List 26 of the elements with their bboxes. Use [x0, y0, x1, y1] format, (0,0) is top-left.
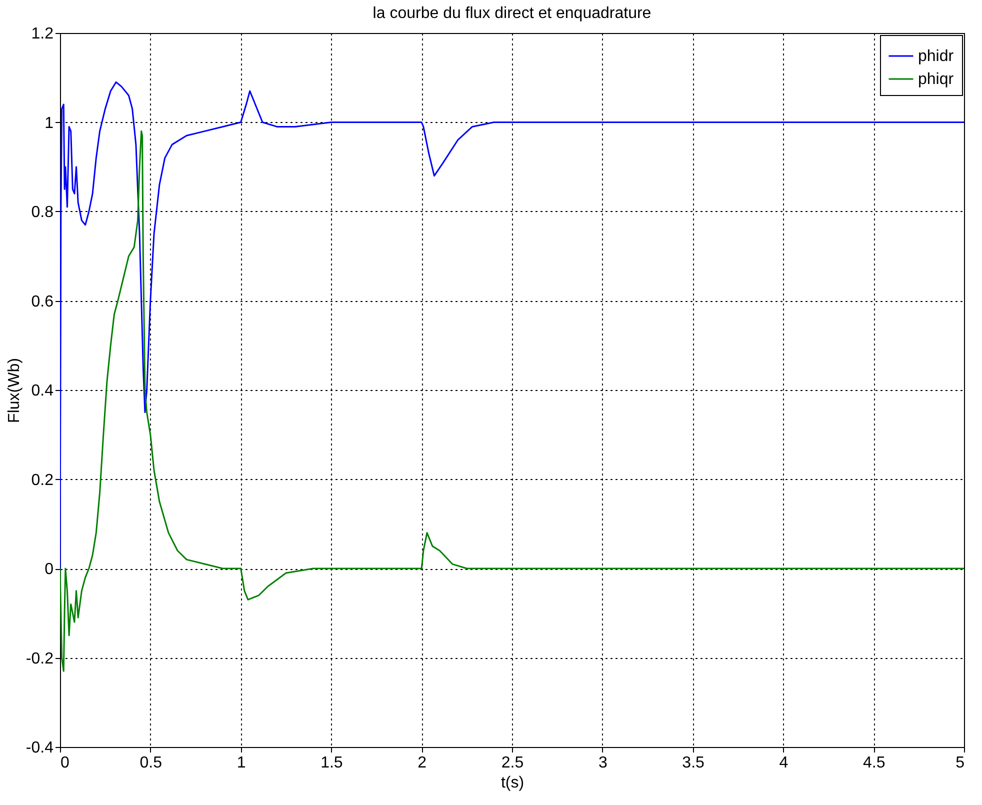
x-tick-label: 3.5 [682, 754, 705, 772]
chart-title: la courbe du flux direct et enquadrature [372, 5, 652, 22]
y-tick-label: 0.8 [31, 204, 54, 221]
legend-label: phidr [918, 48, 954, 65]
x-tick-label: 1 [236, 754, 246, 772]
x-tick-label: 4 [779, 754, 788, 772]
line-series [60, 130, 964, 672]
x-tick-label: 4.5 [862, 754, 886, 772]
x-tick-label: 2 [418, 754, 427, 772]
y-tick-label: 1 [44, 114, 54, 132]
x-tick-label: 0.5 [140, 754, 162, 772]
y-tick-label: 0 [44, 561, 54, 578]
x-tick-label: 0 [60, 754, 70, 772]
legend-label: phiqr [918, 71, 954, 88]
x-tick-label: 5 [956, 754, 965, 772]
x-axis-title: t(s) [500, 774, 524, 792]
x-tick-label: 1.5 [320, 754, 343, 772]
x-tick-label: 3 [598, 754, 608, 772]
y-tick-label: 0.6 [31, 293, 54, 310]
y-tick-label: 0.4 [31, 382, 54, 400]
y-tick-label: 1.2 [31, 26, 54, 42]
y-axis-title: Flux(Wb) [6, 358, 23, 423]
y-tick-label: 0.2 [31, 472, 54, 489]
x-tick-label: 2.5 [501, 754, 524, 772]
y-tick-label: -0.4 [26, 740, 54, 756]
y-tick-label: -0.2 [26, 650, 54, 668]
